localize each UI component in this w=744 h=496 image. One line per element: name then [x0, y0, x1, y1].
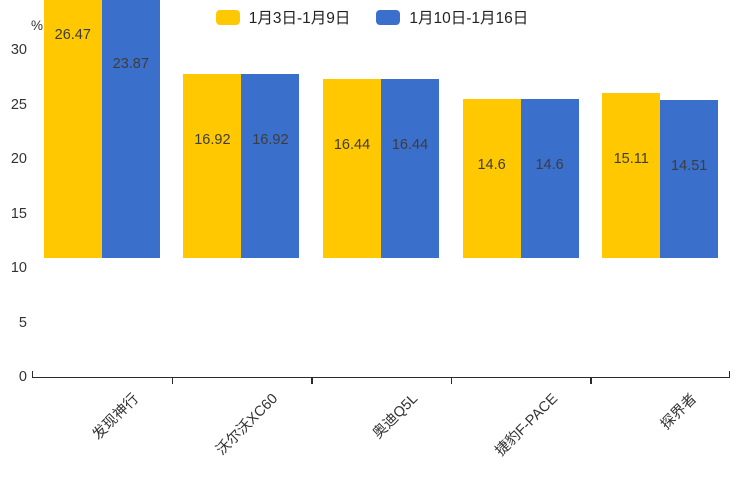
legend-label-series-0: 1月3日-1月9日 — [248, 10, 351, 27]
legend-swatch-icon-series-0 — [215, 9, 240, 25]
bar-value-label: 14.6 — [477, 156, 506, 173]
plot-area: 26.47 16.92 16.44 14.6 15.11 23.87 16.92 16.44 1… — [43, 0, 719, 258]
bar-series-0-category-3[interactable]: 14.6 — [462, 98, 521, 258]
bar-series-1-category-3[interactable]: 14.6 — [520, 98, 579, 258]
bar-series-0-category-2[interactable]: 16.44 — [323, 78, 381, 258]
y-axis-tick-label: 5 — [18, 314, 27, 331]
y-axis-tick-label: 30 — [10, 42, 27, 58]
x-axis-tick — [590, 377, 592, 384]
x-axis-tick — [311, 377, 313, 384]
bar-value-label: 14.51 — [671, 157, 708, 174]
bar-series-1-category-0[interactable]: 23.87 — [101, 0, 160, 258]
bar-value-label: 23.87 — [112, 55, 149, 72]
legend-swatch-icon-series-1 — [376, 9, 401, 25]
bar-series-0-category-1[interactable]: 16.92 — [183, 73, 242, 258]
bar-value-label: 16.44 — [333, 136, 371, 153]
x-axis-category-label: 探界者 — [658, 390, 701, 433]
y-axis-unit-label: % — [31, 18, 44, 33]
x-axis-right-cap — [728, 371, 730, 378]
x-axis-tick — [171, 377, 173, 384]
x-axis-tick — [450, 377, 453, 384]
y-axis-tick-labels: 0 5 10 15 20 25 30 — [0, 0, 27, 496]
legend-item-series-0[interactable]: 1月3日-1月9日 — [215, 6, 351, 28]
y-axis-tick-label: 15 — [10, 205, 27, 222]
x-axis-category-label: 发现神行 — [89, 390, 142, 444]
x-axis-left-cap — [32, 371, 34, 378]
bar-series-1-category-2[interactable]: 16.44 — [381, 78, 439, 258]
x-axis-line — [32, 377, 730, 379]
y-axis-tick-label: 20 — [10, 151, 27, 167]
bar-value-label: 14.6 — [535, 156, 564, 173]
y-axis-tick-label: 10 — [10, 260, 27, 276]
chart-legend: 1月3日-1月9日 1月10日-1月16日 — [0, 6, 744, 28]
bar-series-1-category-1[interactable]: 16.92 — [241, 73, 300, 258]
legend-label-series-1: 1月10日-1月16日 — [409, 10, 529, 27]
x-axis-category-label: 沃尔沃XC60 — [213, 390, 282, 459]
bar-value-label: 26.47 — [54, 27, 91, 44]
bar-series-0-category-0[interactable]: 26.47 — [43, 0, 102, 258]
x-axis-category-label: 奥迪Q5L — [369, 390, 422, 443]
bar-series-1-category-4[interactable]: 14.51 — [660, 99, 719, 258]
legend-item-series-1[interactable]: 1月10日-1月16日 — [376, 6, 528, 28]
bar-value-label: 16.44 — [391, 136, 429, 153]
bar-series-0-category-4[interactable]: 15.11 — [602, 93, 661, 258]
y-axis-tick-label: 25 — [10, 96, 27, 113]
bar-value-label: 16.92 — [194, 131, 231, 148]
bar-value-label: 16.92 — [252, 131, 289, 148]
bar-value-label: 15.11 — [613, 151, 649, 168]
x-axis-category-label: 捷豹F-PACE — [492, 390, 561, 460]
y-axis-tick-label: 0 — [18, 369, 27, 385]
